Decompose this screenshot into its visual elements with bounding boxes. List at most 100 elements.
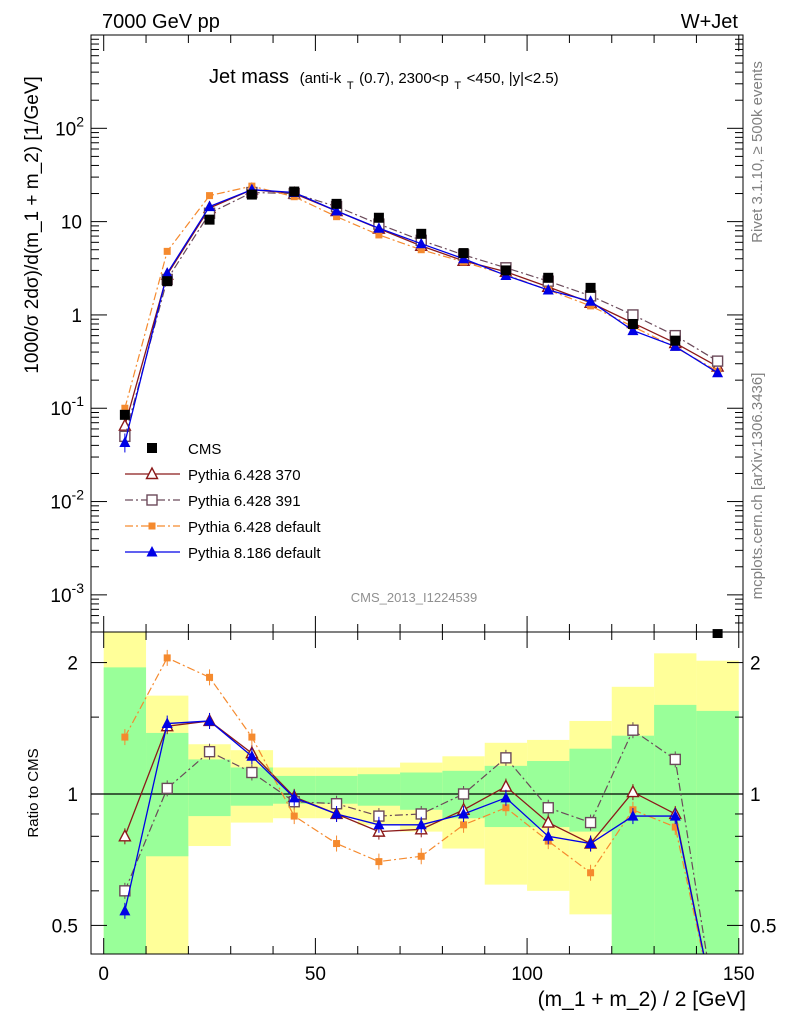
x-axis-label: (m_1 + m_2) / 2 [GeV]	[538, 988, 746, 1011]
ratio-point	[118, 828, 132, 842]
band-inner	[696, 710, 739, 954]
main-point	[670, 335, 681, 346]
main-title-sub2: (0.7), 2300<p	[359, 70, 449, 87]
process-label: W+Jet	[681, 11, 739, 33]
main-point	[119, 409, 130, 420]
ratio-point	[206, 673, 214, 681]
x-tick-label: 100	[511, 964, 543, 985]
main-panel-frame	[90, 34, 744, 633]
ratio-point	[584, 816, 597, 829]
main-point	[415, 237, 427, 249]
analysis-id-label: CMS_2013_I1224539	[351, 590, 478, 605]
main-point	[627, 324, 639, 336]
energy-label: 7000 GeV pp	[102, 11, 220, 33]
main-point	[587, 302, 595, 310]
main-point	[585, 295, 597, 306]
legend-label: Pythia 8.186 default	[188, 545, 321, 562]
main-point	[119, 436, 131, 447]
ratio-point	[288, 791, 300, 803]
ratio-point	[290, 812, 298, 820]
main-title-subscript-2: T	[454, 80, 461, 92]
main-title-sub3: <450, |y|<2.5)	[467, 70, 559, 87]
ratio-y-tick-label-left: 1	[67, 785, 78, 806]
main-point	[417, 246, 425, 254]
ratio-point	[541, 815, 555, 828]
main-y-tick-label: 1	[71, 306, 82, 327]
ratio-point	[119, 904, 131, 916]
main-y-tick-label: 10-1	[50, 393, 84, 420]
main-point	[627, 309, 639, 321]
main-series-p8default	[119, 183, 724, 453]
main-point	[712, 629, 723, 638]
mcplots-label: mcplots.cern.ch [arXiv:1306.3436]	[749, 373, 766, 600]
main-point	[458, 248, 469, 259]
main-point	[161, 267, 173, 278]
ratio-point	[627, 724, 639, 736]
ratio-panel-frame	[90, 631, 744, 955]
main-point	[711, 355, 724, 367]
main-point	[204, 200, 216, 212]
ratio-point	[457, 788, 470, 800]
main-y-axis-label: 1000/σ 2dσ)/d(m_1 + m_2) [1/GeV]	[22, 76, 43, 374]
main-title-subscript-1: T	[347, 80, 354, 92]
main-line	[124, 189, 718, 426]
main-point	[585, 282, 596, 293]
main-title-text: Jet mass	[209, 66, 289, 88]
main-point	[712, 366, 724, 378]
main-series-cms	[119, 186, 723, 638]
ratio-series-p8default	[119, 712, 705, 954]
ratio-y-tick-label-right: 2	[750, 654, 761, 675]
main-y-tick-base: 10	[50, 399, 71, 420]
ratio-point	[542, 830, 554, 841]
legend-marker	[145, 466, 159, 480]
ratio-point	[161, 717, 173, 729]
ratio-point	[669, 810, 681, 821]
ratio-point	[333, 840, 341, 848]
legend-label: Pythia 6.428 391	[188, 493, 301, 510]
main-point	[246, 189, 257, 200]
main-y-tick-exponent: 2	[76, 113, 84, 129]
legend-marker	[146, 546, 158, 557]
main-y-tick-exponent: -2	[72, 487, 85, 503]
main-point	[331, 204, 343, 216]
ratio-point	[375, 858, 383, 866]
ratio-point	[248, 733, 256, 741]
ratio-point	[121, 733, 129, 741]
ratio-y-tick-label-right: 0.5	[750, 916, 776, 937]
ratio-line	[124, 729, 708, 954]
main-point	[204, 214, 215, 225]
x-tick-label: 150	[723, 964, 755, 985]
main-point	[162, 276, 173, 287]
main-series-p391	[119, 186, 724, 443]
legend-item-cms: CMS	[147, 441, 221, 458]
ratio-point	[163, 654, 171, 662]
legend-marker	[146, 494, 158, 506]
ratio-point	[458, 807, 470, 819]
x-tick-label: 0	[98, 964, 109, 985]
main-y-tick-label: 10-3	[50, 580, 84, 607]
main-point	[121, 404, 129, 412]
main-point	[333, 213, 341, 221]
ratio-uncertainty-bands	[103, 632, 739, 954]
main-series-group	[118, 182, 725, 638]
main-y-tick-base: 10	[55, 119, 76, 140]
ratio-point	[161, 782, 173, 795]
main-point	[373, 222, 385, 233]
legend-label: CMS	[188, 441, 221, 458]
main-y-tick-label: 10-2	[50, 487, 84, 514]
ratio-point	[415, 818, 427, 830]
main-y-tick-label: 102	[55, 113, 84, 140]
main-point	[206, 192, 214, 200]
ratio-point	[627, 810, 639, 821]
main-point	[331, 198, 342, 209]
ratio-point	[246, 766, 258, 779]
legend-marker	[147, 443, 157, 453]
ratio-point	[460, 821, 468, 829]
main-y-tick-exponent: -3	[72, 580, 85, 596]
legend-label: Pythia 6.428 370	[188, 467, 301, 484]
ratio-axis-ticks: 0.5 0.5 1 1 2 2 0 50 100 150	[52, 632, 776, 985]
ratio-point	[502, 804, 510, 812]
main-point	[500, 265, 511, 276]
main-point	[289, 186, 300, 197]
